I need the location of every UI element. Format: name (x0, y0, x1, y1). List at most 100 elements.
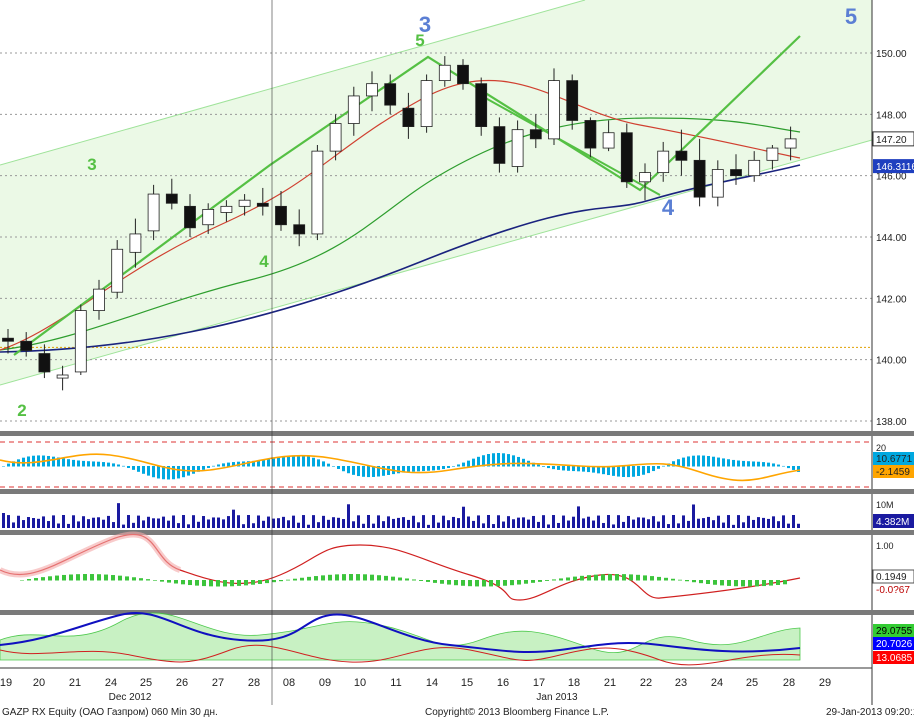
macd-histogram-bar (597, 466, 600, 474)
macd-histogram-bar (662, 465, 665, 467)
macd-histogram-bar (277, 457, 280, 467)
dmi-histogram-bar (748, 580, 752, 587)
candle (730, 154, 742, 185)
candle (256, 187, 269, 216)
macd-histogram-bar (202, 466, 205, 470)
volume-bar (282, 516, 285, 528)
adx-value-label: 20.7026 (876, 639, 913, 650)
macd-histogram-bar (272, 458, 275, 467)
macd-histogram-bar (592, 466, 595, 473)
x-tick-label: 23 (675, 677, 687, 689)
volume-bar (67, 523, 70, 528)
macd-histogram-bar (692, 455, 695, 467)
panel-separator (0, 431, 914, 436)
dmi-histogram-bar (769, 580, 773, 586)
volume-bar (357, 515, 360, 528)
volume-bar (377, 515, 380, 528)
macd-histogram-bar (152, 466, 155, 478)
dmi-histogram-bar (720, 580, 724, 586)
dmi-histogram-bar (706, 580, 710, 585)
volume-bar (362, 523, 365, 528)
channel-upper-line (0, 0, 586, 166)
dmi-histogram-bar (377, 575, 381, 581)
volume-bar (727, 515, 730, 528)
macd-histogram-bar (382, 466, 385, 476)
volume-bar (477, 515, 480, 528)
x-tick-label: 25 (140, 677, 152, 689)
macd-histogram-bar (177, 466, 180, 479)
candle-body (74, 310, 87, 373)
macd-histogram-bar (57, 457, 60, 467)
volume-bar (37, 518, 40, 528)
macd-histogram-bar (767, 462, 770, 467)
macd-histogram-bar (232, 462, 235, 467)
dmi-histogram-bar (111, 575, 115, 581)
dmi-histogram-bar (636, 574, 640, 581)
macd-histogram-bar (82, 460, 85, 467)
macd-histogram-bar (102, 462, 105, 467)
dmi-histogram-bar (699, 580, 703, 584)
macd-histogram-bar (132, 466, 135, 470)
macd-histogram-bar (67, 459, 70, 467)
volume-bar (512, 519, 515, 528)
dmi-histogram-bar (118, 575, 122, 581)
dmi-histogram-bar (594, 574, 598, 581)
volume-bar (582, 518, 585, 528)
volume-bar (317, 522, 320, 528)
dmi-histogram-bar (174, 580, 178, 584)
timestamp-text: 29-Jan-2013 09:20:10 (826, 707, 914, 718)
dmi-histogram-bar (398, 577, 402, 581)
macd-histogram-bar (572, 466, 575, 472)
candle (202, 203, 215, 234)
dmi-histogram-bar (20, 580, 24, 581)
dmi-histogram-bar (622, 574, 626, 581)
volume-bar (742, 522, 745, 528)
volume-bar (52, 515, 55, 528)
volume-bar (587, 516, 590, 528)
macd-histogram-bar (297, 455, 300, 467)
volume-bar (792, 515, 795, 528)
macd-histogram-bar (752, 461, 755, 467)
macd-histogram-bar (517, 456, 520, 467)
volume-bar (77, 521, 80, 528)
volume-bar (467, 516, 470, 528)
dmi-histogram-bar (713, 580, 717, 585)
volume-bar (507, 516, 510, 528)
dmi-histogram-bar (657, 576, 661, 581)
macd-tick-label: 20 (876, 443, 886, 453)
volume-bar (182, 515, 185, 528)
macd-histogram-bar (632, 466, 635, 477)
dmi-histogram-bar (153, 580, 157, 581)
volume-bar (707, 516, 710, 528)
candle (711, 160, 724, 207)
dmi-histogram-bar (615, 574, 619, 581)
candle-body (657, 150, 670, 173)
volume-bar (127, 515, 130, 528)
dmi-histogram-bar (328, 574, 332, 581)
dmi-histogram-bar (384, 575, 388, 581)
dmi-histogram-bar (370, 574, 374, 581)
macd-histogram-bar (717, 457, 720, 467)
macd-histogram-bar (417, 466, 420, 472)
candle (93, 279, 105, 320)
macd-histogram-bar (197, 466, 200, 472)
macd-histogram-bar (212, 465, 215, 467)
macd-histogram-bar (422, 466, 425, 472)
volume-bar (752, 519, 755, 528)
volume-bar (607, 515, 610, 528)
volume-bar (672, 515, 675, 528)
volume-bar (552, 515, 555, 528)
macd-histogram-bar (672, 461, 675, 467)
candle-body (220, 205, 233, 213)
x-tick-label: 15 (461, 677, 473, 689)
macd-histogram-bar (357, 466, 360, 477)
volume-bar (532, 515, 535, 528)
macd-histogram-bar (712, 456, 715, 467)
volume-bar (387, 516, 390, 528)
dmi-histogram-bar (433, 580, 437, 583)
volume-bar (442, 515, 445, 528)
volume-bar (747, 515, 750, 528)
volume-bar (222, 519, 225, 528)
macd-histogram-bar (172, 466, 175, 480)
